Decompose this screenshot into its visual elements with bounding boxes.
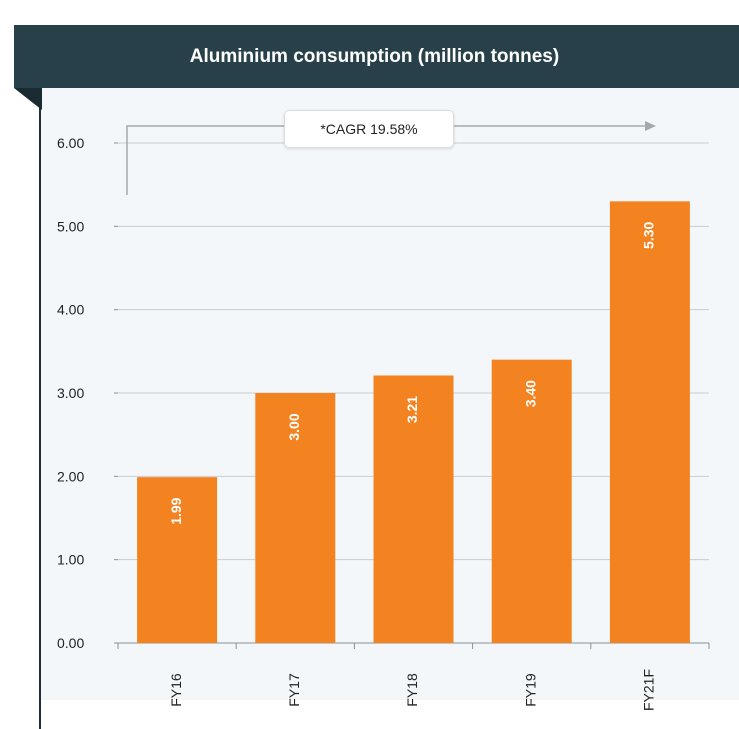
bar (373, 375, 454, 643)
cagr-arrow-head (645, 121, 656, 131)
cagr-arrow (126, 121, 656, 195)
y-tick-label: 0.00 (57, 635, 84, 651)
x-category-label: FY19 (522, 673, 538, 707)
panel-left-edge (39, 88, 41, 729)
bar-value-label: 3.21 (404, 396, 420, 423)
cagr-annotation: *CAGR 19.58% (284, 110, 454, 148)
y-tick-label: 5.00 (57, 218, 84, 234)
bar-value-label: 3.40 (522, 380, 538, 407)
title-bar-fold (14, 88, 42, 110)
bar-value-label: 1.99 (168, 497, 184, 524)
cagr-arrow-line (126, 125, 645, 195)
x-category-label: FY21F (641, 669, 657, 711)
bars (137, 201, 690, 644)
y-tick-label: 1.00 (57, 552, 84, 568)
x-category-label: FY16 (168, 673, 184, 707)
labels: 0.00 1.00 2.00 3.00 4.00 5.00 6.00 1.99 FY16 3.00… (57, 135, 657, 711)
y-tick-label: 4.00 (57, 302, 84, 318)
bar (609, 201, 690, 644)
bar (491, 359, 572, 643)
y-tick-label: 6.00 (57, 135, 84, 151)
y-tick-label: 3.00 (57, 385, 84, 401)
y-tick-label: 2.00 (57, 468, 84, 484)
bar (255, 393, 336, 643)
chart-title-bar: Aluminium consumption (million tonnes) (14, 25, 739, 88)
bar (137, 477, 218, 643)
x-category-label: FY17 (286, 673, 302, 707)
x-category-label: FY18 (404, 673, 420, 707)
bar-value-label: 3.00 (286, 413, 302, 440)
bar-value-label: 5.30 (641, 221, 657, 248)
chart-title: Aluminium consumption (million tonnes) (189, 45, 560, 67)
